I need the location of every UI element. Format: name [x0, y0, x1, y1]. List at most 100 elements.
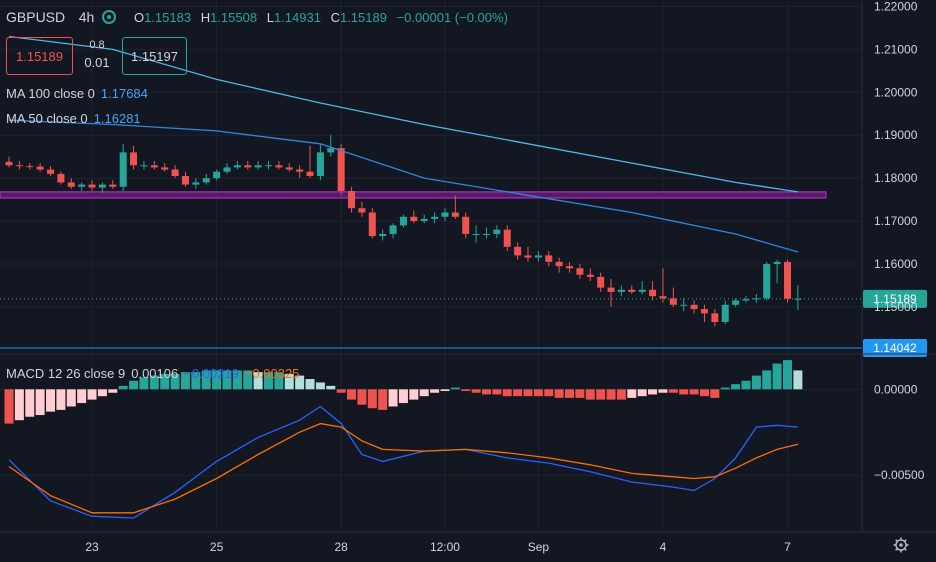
low-label: L — [266, 10, 274, 25]
macd-histogram-bar — [97, 389, 107, 397]
candle-body — [98, 184, 106, 188]
candle-body — [47, 169, 55, 174]
ma50-value: 1.16281 — [93, 111, 141, 126]
candle-body — [150, 165, 158, 168]
sell-button[interactable]: 1.15189 — [6, 37, 73, 75]
alert-price-tag — [863, 339, 927, 358]
candle-body — [88, 184, 96, 188]
zone-rect — [0, 191, 827, 199]
ma100-line — [8, 35, 798, 193]
close-label: C — [330, 10, 340, 25]
candle-body — [773, 261, 781, 264]
candle-body — [358, 208, 366, 213]
macd-histogram-bar — [4, 389, 14, 424]
candle-body — [5, 161, 13, 166]
macd-tick-label: −0.00500 — [874, 468, 925, 482]
price-tick-label: 1.17000 — [874, 214, 918, 228]
macd-histogram-bar — [378, 389, 388, 410]
macd-histogram-bar — [66, 389, 76, 407]
time-tick-label: 25 — [210, 540, 224, 554]
candle-body — [732, 300, 740, 305]
signal-line — [8, 422, 799, 514]
candle-body — [503, 229, 511, 247]
macd-histogram-bar — [388, 389, 398, 407]
candle-body — [223, 167, 231, 172]
interval-label[interactable]: 4h — [78, 9, 95, 25]
candle-body — [669, 298, 677, 305]
candle-body — [15, 165, 23, 167]
macd-histogram-bar — [575, 389, 585, 398]
candle-body — [586, 274, 594, 277]
high-label: H — [200, 10, 211, 25]
candle-body — [607, 287, 615, 292]
macd-pane — [4, 360, 803, 519]
macd-histogram-bar — [149, 375, 159, 390]
candle-body — [555, 261, 563, 267]
candle-body — [451, 212, 459, 217]
macd-histogram-bar — [87, 389, 97, 400]
macd-histogram-bar — [253, 372, 263, 390]
macd-histogram-bar — [357, 389, 367, 405]
macd-histogram-bar — [56, 389, 66, 410]
ma50-line — [8, 119, 799, 253]
macd-histogram-bar — [513, 389, 523, 397]
buy-button[interactable]: 1.15197 — [122, 37, 187, 75]
candle-body — [57, 173, 65, 183]
spread: 0.8 0.01 — [78, 37, 116, 71]
candle-body — [410, 216, 418, 222]
macd-histogram-bar — [191, 372, 201, 390]
candle-body — [337, 148, 345, 192]
candle-body — [545, 255, 553, 262]
candle-body — [638, 289, 646, 292]
time-tick-label: 12:00 — [430, 540, 460, 554]
candle-body — [472, 233, 480, 235]
market-status-icon[interactable] — [102, 10, 117, 24]
macd-histogram-bar — [14, 389, 24, 421]
macd-legend[interactable]: MACD 12 26 close 9 0.00106 −0.00219 −0.0032… — [6, 366, 299, 381]
macd-histogram-bar — [160, 373, 170, 390]
resistance-zone[interactable] — [0, 191, 827, 199]
macd-histogram-bar — [398, 389, 408, 404]
candle-body — [26, 166, 34, 168]
time-tick-label: 7 — [784, 540, 791, 554]
macd-histogram-bar — [347, 389, 357, 400]
macd-histogram-bar — [533, 389, 543, 397]
macd-histogram-bar — [212, 370, 222, 390]
macd-histogram-bar — [25, 389, 35, 417]
price-tick-label: 1.16000 — [874, 257, 918, 271]
spread-top: 0.8 — [89, 39, 105, 51]
candle-body — [119, 152, 127, 187]
macd-histogram-bar — [658, 389, 668, 393]
price-tick-label: 1.15000 — [874, 300, 918, 314]
macd-histogram-bar — [461, 389, 471, 392]
macd-histogram-bar — [305, 379, 315, 390]
macd-histogram-bar — [274, 372, 284, 390]
macd-histogram-bar — [679, 389, 689, 395]
macd-histogram-bar — [544, 389, 554, 397]
settings-gear-icon[interactable] — [893, 537, 909, 553]
candle-body — [794, 298, 802, 300]
ma50-legend[interactable]: MA 50 close 0 1.16281 — [6, 111, 141, 126]
candle-body — [213, 171, 221, 179]
ma100-legend[interactable]: MA 100 close 0 1.17684 — [6, 86, 148, 101]
macd-histogram-bar — [751, 375, 761, 390]
candle-body — [514, 246, 522, 256]
signal-value: −0.00325 — [244, 366, 300, 381]
symbol-label[interactable]: GBPUSD — [6, 9, 66, 25]
open-value: 1.15183 — [144, 10, 192, 25]
candle-body — [763, 264, 771, 299]
macd-histogram-bar — [170, 373, 180, 390]
macd-histogram-bar — [77, 389, 87, 404]
candle-body — [296, 169, 304, 172]
macd-histogram-bar — [783, 360, 792, 390]
candle-body — [659, 296, 667, 299]
time-tick-label: Sep — [528, 540, 550, 554]
price-tick-label: 1.21000 — [874, 42, 918, 56]
sell-price: 1.15189 — [16, 48, 63, 64]
macd-histogram-bar — [596, 389, 606, 400]
low-value: 1.14931 — [273, 10, 321, 25]
candle-body — [379, 233, 387, 237]
candle-body — [399, 216, 407, 226]
